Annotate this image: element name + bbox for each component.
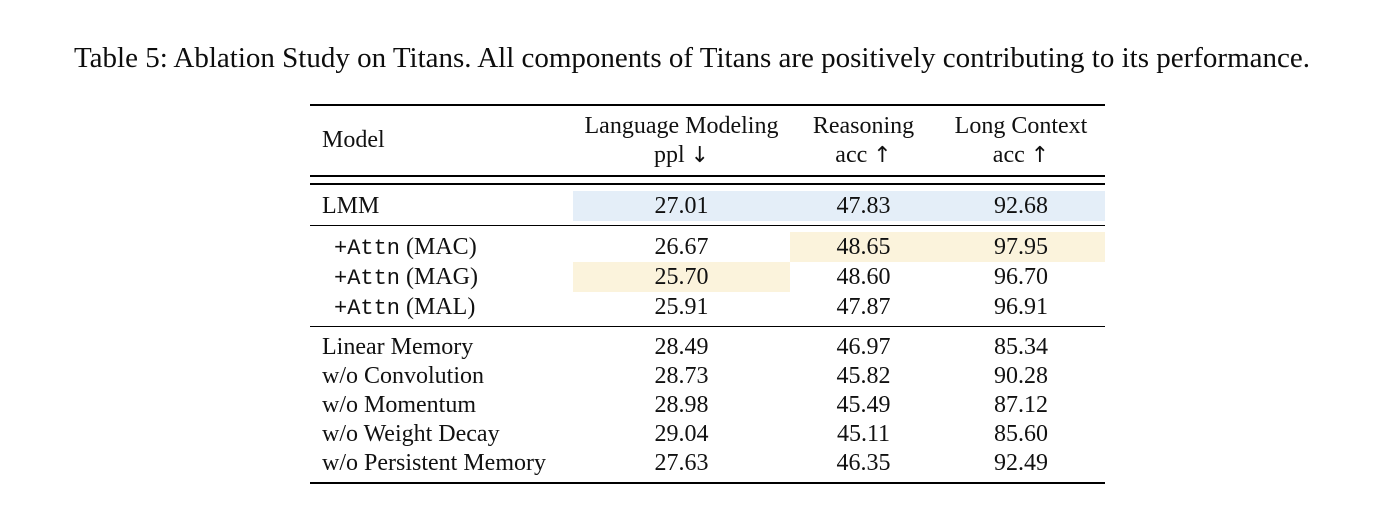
reasoning-acc-cell: 45.82 (836, 363, 891, 389)
long-context-acc-cell: 87.12 (994, 392, 1048, 418)
table-row-wo-weight-decay: w/o Weight Decay 29.04 45.11 85.60 (310, 420, 1105, 449)
header-double-rule (310, 175, 1105, 185)
ppl-cell: 25.70 (573, 262, 790, 292)
column-header-line1: Reasoning (812, 112, 915, 139)
column-header-line1: Long Context (954, 112, 1088, 139)
ablation-table: Model Language Modeling ppl ↓ Reasoning … (310, 104, 1105, 484)
ablation-section: Linear Memory 28.49 46.97 85.34 w/o Conv… (310, 327, 1105, 482)
model-cell: LMM (322, 192, 380, 219)
up-arrow-icon: ↑ (873, 142, 892, 168)
table-bottom-rule (310, 482, 1105, 484)
up-arrow-icon: ↑ (1030, 142, 1050, 168)
column-header-long-context: Long Context acc ↑ (937, 112, 1105, 170)
model-cell: +Attn (MAG) (334, 263, 479, 291)
ppl-cell: 25.91 (654, 294, 709, 320)
ppl-cell: 26.67 (654, 234, 709, 260)
ppl-cell: 28.49 (654, 334, 709, 360)
reasoning-acc-cell: 48.60 (836, 264, 891, 290)
table-caption: Table 5: Ablation Study on Titans. All c… (73, 42, 1311, 74)
model-cell: w/o Persistent Memory (322, 450, 546, 476)
long-context-acc-cell: 92.68 (937, 191, 1105, 221)
column-header-line2: ppl ↓ (653, 141, 710, 168)
table-row-wo-convolution: w/o Convolution 28.73 45.82 90.28 (310, 362, 1105, 391)
reasoning-acc-cell: 46.97 (836, 334, 891, 360)
ppl-cell: 27.01 (573, 191, 790, 221)
long-context-acc-cell: 96.70 (994, 264, 1048, 290)
table-row-linear-memory: Linear Memory 28.49 46.97 85.34 (310, 333, 1105, 362)
model-cell: w/o Convolution (322, 363, 485, 389)
column-header-line2: acc ↑ (835, 141, 892, 168)
reasoning-acc-cell: 46.35 (836, 450, 891, 476)
model-cell: +Attn (MAC) (334, 233, 477, 261)
long-context-acc-cell: 85.60 (994, 421, 1048, 447)
model-cell: w/o Weight Decay (322, 421, 500, 447)
ppl-cell: 28.98 (654, 392, 709, 418)
table-row-wo-persistent-memory: w/o Persistent Memory 27.63 46.35 92.49 (310, 449, 1105, 478)
table-row-attn-mag: +Attn (MAG) 25.70 48.60 96.70 (310, 262, 1105, 292)
table-row-lmm: LMM 27.01 47.83 92.68 (310, 191, 1105, 221)
section-rule (310, 225, 1105, 226)
long-context-acc-cell: 96.91 (994, 294, 1048, 320)
table-row-wo-momentum: w/o Momentum 28.98 45.49 87.12 (310, 391, 1105, 420)
long-context-acc-cell: 92.49 (994, 450, 1048, 476)
reasoning-acc-cell: 47.87 (836, 294, 891, 320)
long-context-acc-cell: 85.34 (994, 334, 1048, 360)
reasoning-acc-cell: 45.49 (836, 392, 891, 418)
long-context-acc-cell: 90.28 (994, 363, 1048, 389)
down-arrow-icon: ↓ (690, 142, 710, 168)
long-context-acc-cell: 97.95 (937, 232, 1105, 262)
model-cell: w/o Momentum (322, 392, 476, 418)
table-header-row: Model Language Modeling ppl ↓ Reasoning … (310, 106, 1105, 175)
ppl-cell: 29.04 (654, 421, 709, 447)
reasoning-acc-cell: 47.83 (790, 191, 937, 221)
table-row-attn-mal: +Attn (MAL) 25.91 47.87 96.91 (310, 292, 1105, 322)
table-row-attn-mac: +Attn (MAC) 26.67 48.65 97.95 (310, 232, 1105, 262)
model-cell: Linear Memory (322, 334, 474, 360)
ppl-cell: 27.63 (654, 450, 709, 476)
column-header-model: Model (322, 127, 385, 153)
ppl-cell: 28.73 (654, 363, 709, 389)
model-cell: +Attn (MAL) (334, 293, 476, 321)
column-header-line2: acc ↑ (992, 141, 1050, 168)
table-top-rule (310, 104, 1105, 106)
reasoning-acc-cell: 48.65 (790, 232, 937, 262)
column-header-language-modeling: Language Modeling ppl ↓ (573, 112, 790, 170)
reasoning-acc-cell: 45.11 (836, 421, 891, 447)
column-header-reasoning: Reasoning acc ↑ (790, 112, 937, 170)
section-rule (310, 326, 1105, 327)
column-header-line1: Language Modeling (584, 112, 779, 139)
